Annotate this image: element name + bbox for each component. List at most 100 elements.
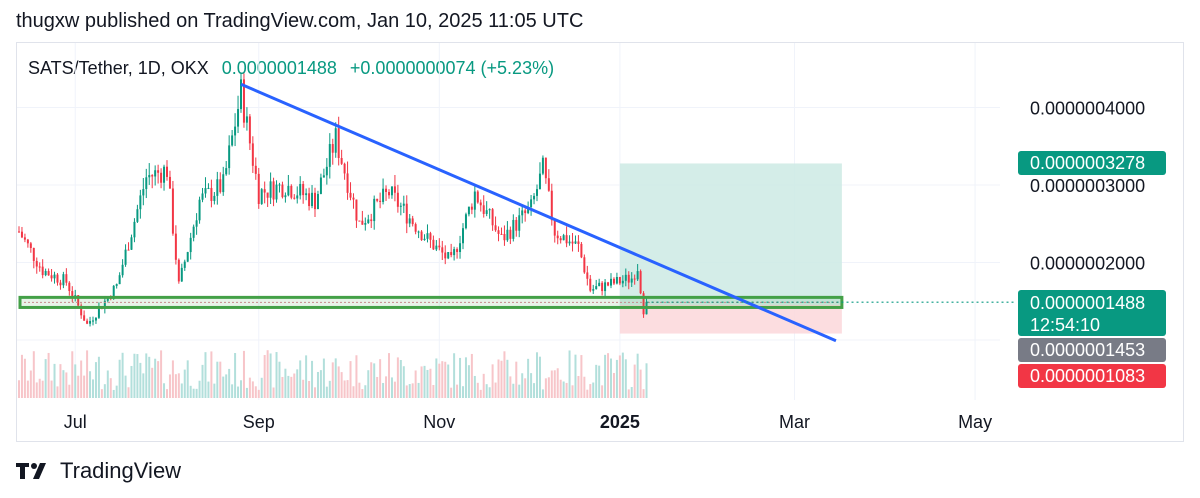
volume-bar xyxy=(565,382,568,398)
candle-body xyxy=(423,238,426,241)
candle-body xyxy=(473,191,476,210)
candle-body xyxy=(595,286,598,290)
volume-bar xyxy=(160,350,163,398)
candle-body xyxy=(94,317,97,321)
volume-bar xyxy=(74,364,77,398)
volume-bar xyxy=(216,361,219,398)
volume-bar xyxy=(396,357,399,398)
volume-bar xyxy=(311,360,314,398)
candle-body xyxy=(44,271,47,276)
candle-body xyxy=(536,189,538,196)
candle-body xyxy=(521,210,524,216)
volume-bar xyxy=(417,382,420,398)
candle-body xyxy=(405,203,408,224)
volume-bar xyxy=(459,357,462,398)
candle-body xyxy=(56,274,59,283)
candle-body xyxy=(388,191,390,196)
candle-body xyxy=(441,247,444,253)
candle-body xyxy=(18,231,20,233)
volume-bar xyxy=(106,370,109,398)
chart-grid xyxy=(17,43,1000,400)
candle-body xyxy=(556,235,559,239)
volume-bar xyxy=(509,376,512,398)
footer-brand: TradingView xyxy=(60,458,182,483)
volume-bar xyxy=(272,387,275,398)
volume-bar xyxy=(269,353,272,398)
volume-bar xyxy=(142,373,145,398)
candle-body xyxy=(177,259,180,282)
candle-body xyxy=(29,243,32,249)
volume-bar xyxy=(610,358,612,398)
candle-body xyxy=(314,192,316,210)
volume-bar xyxy=(97,356,100,398)
candle-body xyxy=(302,183,305,196)
volume-bar xyxy=(316,371,319,398)
candle-body xyxy=(580,243,583,258)
volume-bar xyxy=(589,384,592,398)
chart-legend: SATS/Tether, 1D, OKX 0.0000001488 +0.000… xyxy=(28,58,554,79)
volume-bar xyxy=(420,366,423,398)
candle-body xyxy=(263,189,266,193)
candle-body xyxy=(358,220,361,222)
candle-body xyxy=(68,282,71,292)
volume-bar xyxy=(547,377,550,398)
volume-bar xyxy=(89,371,92,398)
candle-body xyxy=(592,289,595,291)
volume-bar xyxy=(62,370,65,398)
volume-bar xyxy=(32,351,35,398)
volume-bar xyxy=(50,380,53,398)
volume-bar xyxy=(405,385,408,398)
volume-bar xyxy=(388,353,390,398)
volume-bar xyxy=(393,381,396,398)
candle-body xyxy=(610,278,612,286)
volume-bar xyxy=(364,385,367,398)
candle-body xyxy=(242,79,245,123)
candle-body xyxy=(488,209,491,211)
candle-body xyxy=(547,178,550,191)
volume-bar xyxy=(462,386,464,398)
candle-body xyxy=(269,181,272,198)
volume-bar xyxy=(331,362,334,398)
candle-body xyxy=(248,116,251,144)
candle-body xyxy=(275,184,278,200)
volume-bar xyxy=(100,389,103,398)
candle-body xyxy=(438,245,441,248)
volume-bar xyxy=(408,384,411,398)
candle-body xyxy=(503,233,506,241)
candle-body xyxy=(379,200,382,202)
candle-body xyxy=(319,177,322,194)
candle-body xyxy=(334,128,337,153)
y-tick-label: 0.0000004000 xyxy=(1030,99,1145,119)
bar-countdown-label: 12:54:10 xyxy=(1030,315,1101,336)
volume-bar xyxy=(533,383,536,398)
candle-body xyxy=(527,207,530,214)
tradingview-logo-icon xyxy=(16,463,46,479)
x-tick-label: Mar xyxy=(779,412,810,432)
candle-body xyxy=(497,230,500,234)
volume-bar xyxy=(163,383,166,398)
candle-body xyxy=(464,214,467,229)
volume-bar xyxy=(47,352,50,398)
volume-bar xyxy=(349,361,352,398)
candlestick-series xyxy=(18,73,648,327)
volume-bar xyxy=(399,359,402,398)
volume-bar xyxy=(453,353,456,398)
candle-body xyxy=(382,188,385,202)
candle-body xyxy=(574,241,577,244)
volume-bar xyxy=(281,376,284,398)
candle-body xyxy=(352,197,355,200)
candle-body xyxy=(59,282,62,286)
volume-bar xyxy=(464,357,467,398)
candle-body xyxy=(636,271,639,280)
long-position-tool xyxy=(619,163,842,334)
volume-bar xyxy=(432,385,435,398)
candle-body xyxy=(65,274,68,283)
candle-body xyxy=(565,235,568,244)
volume-bar xyxy=(290,376,293,398)
volume-bar xyxy=(550,370,553,398)
volume-bar xyxy=(607,353,610,398)
candle-body xyxy=(426,233,429,239)
candle-body xyxy=(459,243,462,253)
volume-bar xyxy=(488,387,491,398)
